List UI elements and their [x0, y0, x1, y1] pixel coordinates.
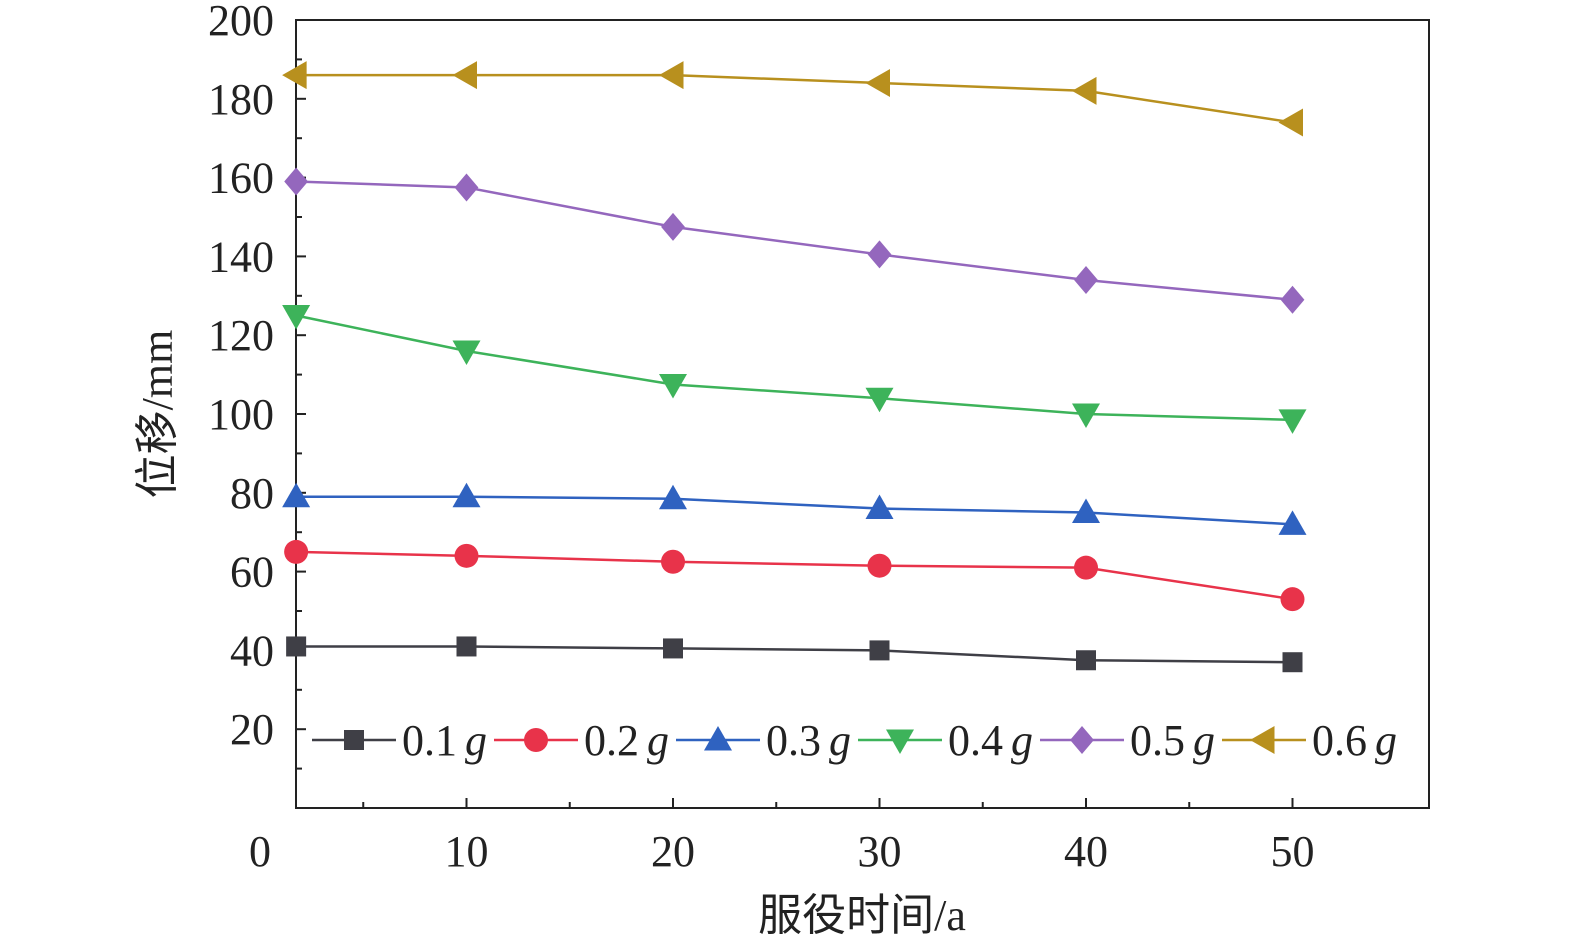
legend-item: 0.3 g	[676, 716, 851, 765]
series-line	[296, 180, 1293, 301]
y-axis-title: 位移/mm	[133, 330, 182, 499]
data-point	[452, 61, 477, 90]
series-line	[296, 73, 1293, 124]
data-point	[1072, 403, 1100, 428]
legend-label: 0.2 g	[584, 716, 669, 765]
legend-label: 0.5 g	[1130, 716, 1215, 765]
x-tick-label: 50	[1271, 827, 1315, 876]
data-point	[659, 484, 687, 510]
x-tick-label: 40	[1064, 827, 1108, 876]
y-tick-label: 180	[208, 75, 274, 124]
data-point	[1280, 587, 1305, 612]
data-point	[1076, 650, 1096, 671]
y-tick-label: 20	[230, 705, 274, 754]
legend-item: 0.6 g	[1222, 716, 1397, 765]
plot-frame	[295, 19, 1430, 809]
y-tick-label: 80	[230, 469, 274, 518]
y-tick-label: 200	[208, 0, 274, 45]
y-tick-label: 140	[208, 232, 274, 281]
data-point	[1278, 409, 1307, 434]
data-point	[282, 61, 307, 90]
data-point	[1278, 510, 1307, 535]
data-point	[454, 173, 479, 202]
x-tick-label: 20	[651, 827, 695, 876]
legend-marker	[524, 728, 548, 752]
legend-label: 0.3 g	[766, 716, 851, 765]
legend-label: 0.1 g	[402, 716, 487, 765]
x-tick-label: 0	[249, 827, 271, 876]
series-3	[282, 305, 1307, 434]
data-point	[1072, 76, 1097, 105]
x-tick-label: 10	[445, 827, 489, 876]
legend-marker	[344, 730, 364, 750]
x-axis-title: 服役时间/a	[758, 891, 966, 940]
data-point	[659, 373, 687, 399]
x-tick-label: 30	[858, 827, 902, 876]
data-point	[867, 240, 892, 269]
y-tick-label: 100	[208, 390, 274, 439]
series-2	[282, 482, 1307, 535]
legend-marker	[1250, 726, 1275, 754]
y-tick-label: 40	[230, 626, 274, 675]
data-point	[865, 387, 894, 413]
series-1	[284, 539, 1305, 612]
data-point	[284, 539, 309, 564]
legend-marker	[704, 726, 732, 751]
legend-label: 0.6 g	[1312, 716, 1397, 765]
data-point	[284, 167, 309, 196]
data-point	[663, 638, 683, 659]
legend-item: 0.4 g	[858, 716, 1033, 765]
data-point	[659, 61, 684, 90]
data-point	[1280, 285, 1305, 314]
data-point	[452, 482, 481, 508]
legend-item: 0.5 g	[1040, 716, 1215, 765]
series-0	[286, 636, 1303, 673]
data-point	[867, 553, 892, 578]
legend-marker	[1070, 726, 1094, 754]
data-point	[865, 69, 890, 98]
data-point	[1074, 555, 1098, 580]
data-point	[286, 636, 307, 657]
data-point	[282, 305, 311, 330]
legend: 0.1 g 0.2 g 0.3 g 0.4 g 0.5 g 0.6 g	[312, 716, 1397, 765]
data-point	[1282, 652, 1303, 673]
legend-marker	[886, 729, 914, 754]
legend-label: 0.4 g	[948, 716, 1033, 765]
legend-item: 0.1 g	[312, 716, 487, 765]
series-line	[295, 314, 1293, 422]
data-point	[661, 212, 685, 241]
y-axis: 20 40 60 80 100 120 140 160 180 200	[208, 0, 306, 770]
series-line	[296, 645, 1293, 664]
series-4	[284, 167, 1305, 314]
data-point	[1072, 498, 1100, 523]
y-tick-label: 160	[208, 154, 274, 203]
series-5	[282, 61, 1303, 137]
legend-item: 0.2 g	[494, 716, 669, 765]
data-point	[869, 640, 890, 661]
data-point	[282, 482, 311, 508]
y-tick-label: 60	[230, 548, 274, 597]
y-tick-label: 120	[208, 311, 274, 360]
series-line	[296, 495, 1293, 526]
series-layer	[282, 61, 1307, 673]
data-point	[456, 636, 477, 657]
data-point	[1074, 266, 1098, 295]
data-point	[454, 543, 479, 568]
data-point	[661, 549, 685, 574]
data-point	[452, 340, 481, 365]
x-axis: 0 10 20 30 40 50	[249, 798, 1315, 876]
series-line	[296, 550, 1293, 601]
data-point	[1278, 108, 1303, 137]
data-point	[865, 494, 894, 520]
